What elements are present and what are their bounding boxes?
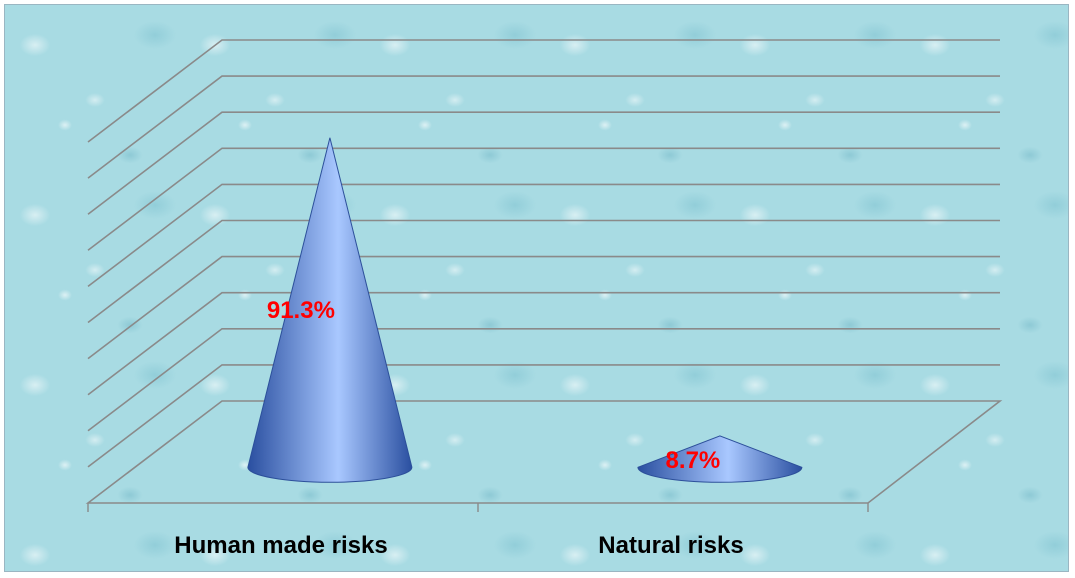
gridline bbox=[87, 328, 1000, 432]
gridline bbox=[87, 183, 1000, 288]
tick-label-1: Natural risks bbox=[598, 532, 743, 559]
gridline bbox=[87, 255, 1000, 360]
gridlines bbox=[87, 39, 1000, 468]
cones bbox=[247, 137, 803, 483]
labels: Human made risks Natural risks 91.3% 8.7… bbox=[174, 297, 743, 559]
cone-1 bbox=[637, 435, 803, 483]
gridline bbox=[87, 219, 1000, 324]
cone-0 bbox=[247, 137, 413, 483]
category-axis bbox=[85, 400, 1003, 512]
gridline bbox=[87, 75, 1000, 179]
floor bbox=[85, 400, 1003, 504]
data-label-1: 8.7% bbox=[666, 447, 721, 474]
gridline bbox=[87, 111, 1000, 215]
gridline bbox=[87, 147, 1000, 251]
data-label-0: 91.3% bbox=[267, 297, 335, 324]
gridline bbox=[87, 39, 1000, 143]
tick-label-0: Human made risks bbox=[174, 532, 387, 559]
chart-frame bbox=[4, 4, 1069, 572]
gridline bbox=[87, 364, 1000, 468]
gridline bbox=[87, 291, 1000, 396]
